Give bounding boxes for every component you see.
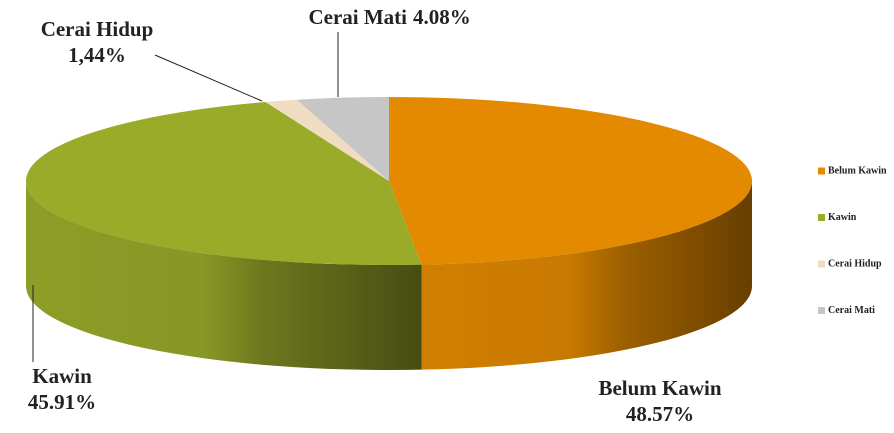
data-label-name: Kawin [32, 364, 92, 388]
data-label-value: 48.57% [626, 402, 694, 426]
data-label-name: Cerai Hidup [41, 17, 154, 41]
legend-swatch [818, 260, 825, 268]
legend-label: Cerai Hidup [828, 258, 882, 269]
pie-tops [25, 97, 752, 265]
legend-swatch [818, 167, 825, 175]
data-label-value: 4.08% [413, 5, 471, 29]
data-label-value: 1,44% [68, 43, 126, 67]
legend-swatch [818, 214, 825, 221]
pie-side-shade [421, 181, 753, 370]
legend-label: Kawin [828, 212, 857, 223]
data-label-name: Belum Kawin [598, 376, 721, 400]
data-label-name: Cerai Mati [308, 5, 407, 29]
legend-label: Cerai Mati [828, 305, 875, 316]
pie-slice [296, 97, 389, 181]
leader-line [154, 54, 263, 102]
pie-slice [389, 97, 752, 265]
pie-slice [25, 102, 422, 265]
data-label-value: 45.91% [28, 390, 96, 414]
legend-label: Belum Kawin [828, 165, 887, 176]
legend: Belum Kawin Kawin Cerai Hidup Cerai Mati [818, 165, 887, 316]
pie-side-shade [26, 181, 422, 370]
pie-sides [26, 181, 753, 370]
legend-swatch [818, 307, 825, 314]
pie-slice [265, 99, 389, 181]
